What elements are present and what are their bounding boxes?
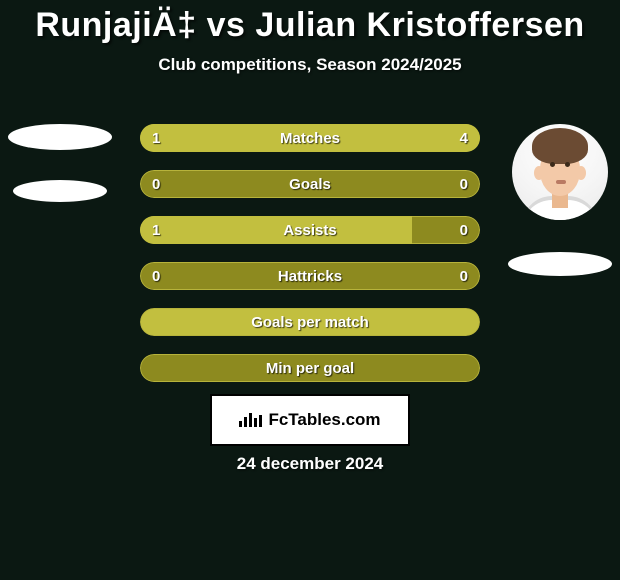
stat-label: Min per goal: [140, 354, 480, 382]
source-box[interactable]: FcTables.com: [210, 394, 410, 446]
player-right-slot: [510, 124, 610, 276]
player-right-club-placeholder: [508, 252, 612, 276]
stat-row-min-per-goal: Min per goal: [140, 354, 480, 382]
stat-row-goals-per-match: Goals per match: [140, 308, 480, 336]
stat-label: Goals: [140, 170, 480, 198]
fctables-logo-icon: [239, 413, 262, 427]
stat-label: Assists: [140, 216, 480, 244]
page-subtitle: Club competitions, Season 2024/2025: [0, 55, 620, 75]
stat-label: Goals per match: [140, 308, 480, 336]
comparison-card: RunjajiÄ‡ vs Julian Kristoffersen Club c…: [0, 0, 620, 580]
stat-label: Hattricks: [140, 262, 480, 290]
source-label: FcTables.com: [268, 410, 380, 430]
stat-row-assists: 10Assists: [140, 216, 480, 244]
stat-row-matches: 14Matches: [140, 124, 480, 152]
page-title: RunjajiÄ‡ vs Julian Kristoffersen: [0, 0, 620, 45]
player-right-avatar: [512, 124, 608, 220]
player-left-club-placeholder: [13, 180, 107, 202]
snapshot-date: 24 december 2024: [0, 454, 620, 474]
comparison-chart: 14Matches 00Goals 10Assists 00Hattricks Goal…: [140, 124, 480, 400]
player-left-avatar-placeholder: [8, 124, 112, 150]
player-left-slot: [10, 124, 110, 202]
stat-row-hattricks: 00Hattricks: [140, 262, 480, 290]
stat-label: Matches: [140, 124, 480, 152]
stat-row-goals: 00Goals: [140, 170, 480, 198]
